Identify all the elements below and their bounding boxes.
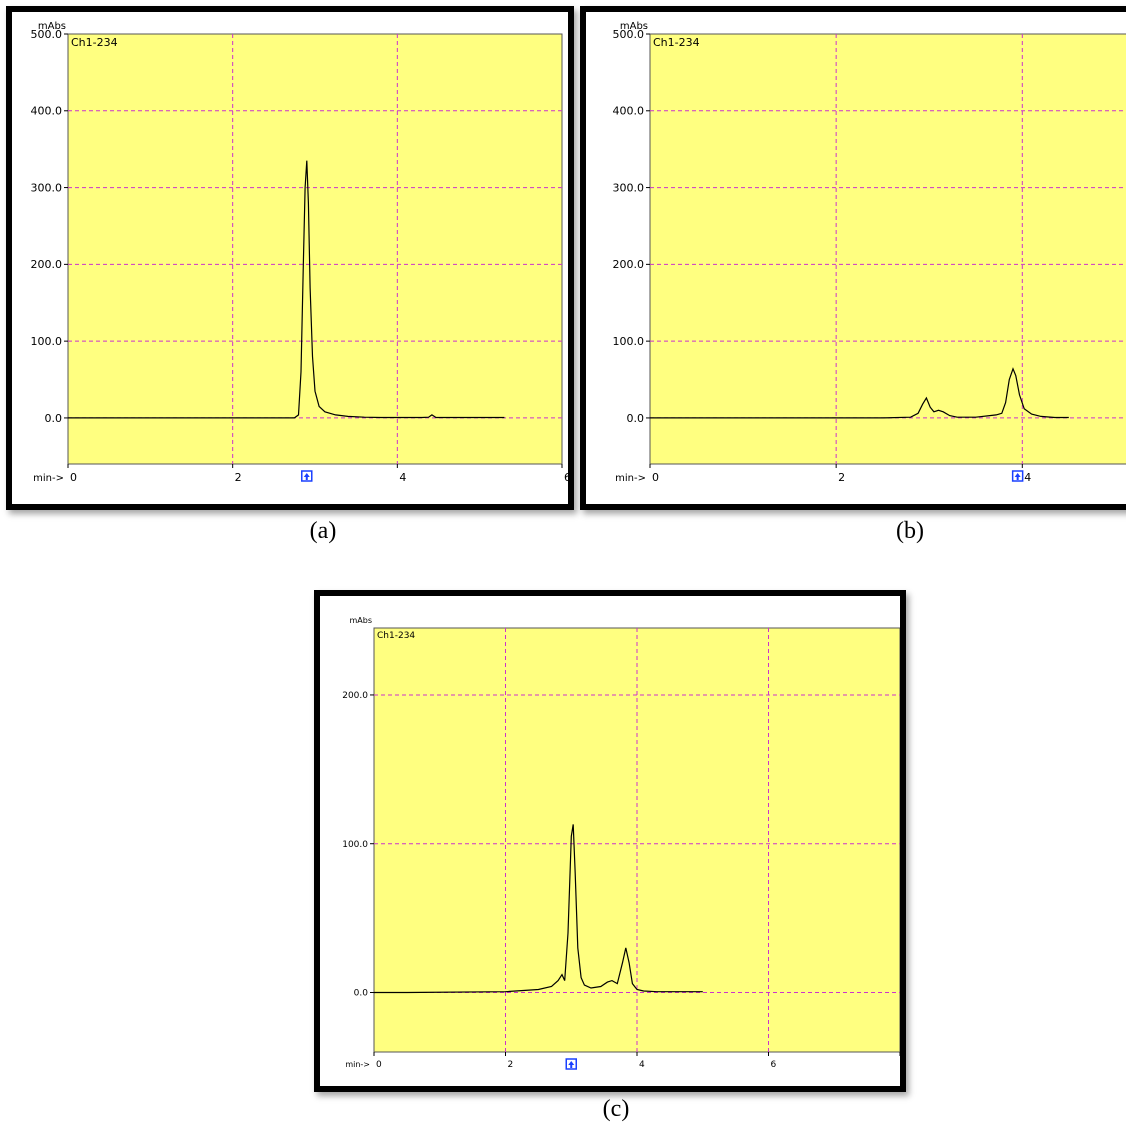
y-tick-label-a: 300.0 bbox=[31, 181, 63, 194]
chromatogram-chart-b: 0.0 100.0 200.0 300.0 400.0 500.0 0 2 4 mAbs min->… bbox=[613, 21, 1126, 484]
y-tick-label-b: 300.0 bbox=[613, 181, 645, 194]
channel-label-b: Ch1-234 bbox=[653, 36, 700, 49]
y-tick-label-a: 0.0 bbox=[45, 412, 63, 425]
y-tick-label-a: 100.0 bbox=[31, 335, 63, 348]
chart-panel-a: 0.0 100.0 200.0 300.0 400.0 500.0 0 2 4 6 mAbs min-… bbox=[6, 6, 574, 510]
x-axis-label-c: min-> bbox=[345, 1060, 370, 1069]
x-tick-label-a: 2 bbox=[235, 471, 242, 484]
y-tick-label-c: 100.0 bbox=[342, 840, 368, 850]
trace-line-c bbox=[374, 824, 703, 994]
y-tick-label-b: 400.0 bbox=[613, 105, 645, 118]
x-tick-label-a: 4 bbox=[399, 471, 406, 484]
caption-a: (a) bbox=[309, 518, 337, 544]
plot-area-b bbox=[649, 33, 1126, 465]
x-tick-label-b: 2 bbox=[838, 471, 845, 484]
x-tick-label-b: 4 bbox=[1024, 471, 1031, 484]
y-tick-label-b: 200.0 bbox=[613, 258, 645, 271]
x-tick-label-a: 6 bbox=[564, 471, 568, 484]
y-tick-label-a: 200.0 bbox=[31, 258, 63, 271]
y-tick-label-a: 500.0 bbox=[31, 28, 63, 41]
x-tick-label-c: 6 bbox=[771, 1060, 777, 1070]
chromatogram-chart-a: 0.0 100.0 200.0 300.0 400.0 500.0 0 2 4 6 mAbs min-… bbox=[31, 21, 569, 484]
caption-b: (b) bbox=[896, 518, 924, 544]
y-axis-label-a: mAbs bbox=[38, 21, 66, 32]
chart-panel-b: 0.0 100.0 200.0 300.0 400.0 500.0 0 2 4 mAbs min->… bbox=[580, 6, 1126, 510]
plot-area-a bbox=[67, 33, 563, 465]
x-tick-label-c: 0 bbox=[376, 1060, 382, 1070]
channel-label-c: Ch1-234 bbox=[377, 631, 415, 641]
x-tick-label-c: 4 bbox=[639, 1060, 645, 1070]
caption-c: (c) bbox=[602, 1096, 630, 1122]
x-tick-label-c: 2 bbox=[508, 1060, 514, 1070]
y-tick-label-b: 500.0 bbox=[613, 28, 645, 41]
trace-line-a bbox=[68, 160, 505, 419]
y-tick-label-b: 100.0 bbox=[613, 335, 645, 348]
x-axis-label-b: min-> bbox=[615, 473, 646, 484]
y-tick-label-c: 0.0 bbox=[354, 989, 369, 999]
event-marker-icon-a bbox=[301, 470, 313, 482]
event-marker-icon-c bbox=[565, 1058, 577, 1070]
y-axis-label-b: mAbs bbox=[620, 21, 648, 32]
x-tick-label-b: 0 bbox=[652, 471, 659, 484]
y-tick-label-a: 400.0 bbox=[31, 105, 63, 118]
trace-line-b bbox=[650, 367, 1069, 419]
x-axis-label-a: min-> bbox=[33, 473, 64, 484]
y-tick-label-c: 200.0 bbox=[342, 691, 368, 701]
y-tick-label-b: 0.0 bbox=[627, 412, 645, 425]
channel-label-a: Ch1-234 bbox=[71, 36, 118, 49]
y-axis-label-c: mAbs bbox=[349, 616, 372, 625]
event-marker-icon-b bbox=[1011, 470, 1024, 482]
x-tick-label-a: 0 bbox=[70, 471, 77, 484]
